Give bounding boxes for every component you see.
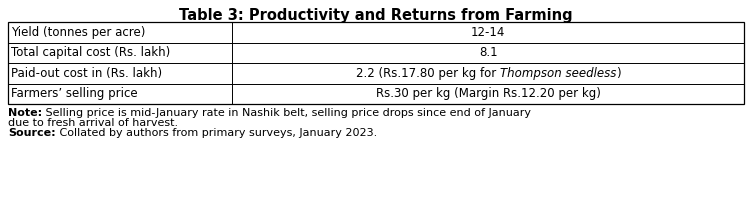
Text: Table 3: Productivity and Returns from Farming: Table 3: Productivity and Returns from F… [179, 8, 573, 23]
Bar [8, 22, 744, 104]
Text: Rs.30 per kg (Margin Rs.12.20 per kg): Rs.30 per kg (Margin Rs.12.20 per kg) [376, 87, 601, 100]
Text: due to fresh arrival of harvest.: due to fresh arrival of harvest. [8, 118, 178, 128]
Text: 2.2 (Rs.17.80 per kg for: 2.2 (Rs.17.80 per kg for [356, 67, 500, 80]
Text: Note:: Note: [8, 108, 42, 118]
Text: Thompson seedless: Thompson seedless [500, 67, 616, 80]
Text: Selling price is mid-January rate in Nashik belt, selling price drops since end : Selling price is mid-January rate in Nas… [42, 108, 531, 118]
Text: Collated by authors from primary surveys, January 2023.: Collated by authors from primary surveys… [56, 129, 377, 138]
Text: Total capital cost (Rs. lakh): Total capital cost (Rs. lakh) [11, 46, 170, 59]
Text: ): ) [616, 67, 620, 80]
Text: Paid-out cost in (Rs. lakh): Paid-out cost in (Rs. lakh) [11, 67, 162, 80]
Text: Farmers’ selling price: Farmers’ selling price [11, 87, 138, 100]
Text: Source:: Source: [8, 129, 56, 138]
Text: 8.1: 8.1 [479, 46, 498, 59]
Text: Yield (tonnes per acre): Yield (tonnes per acre) [11, 26, 145, 39]
Text: 12-14: 12-14 [471, 26, 505, 39]
